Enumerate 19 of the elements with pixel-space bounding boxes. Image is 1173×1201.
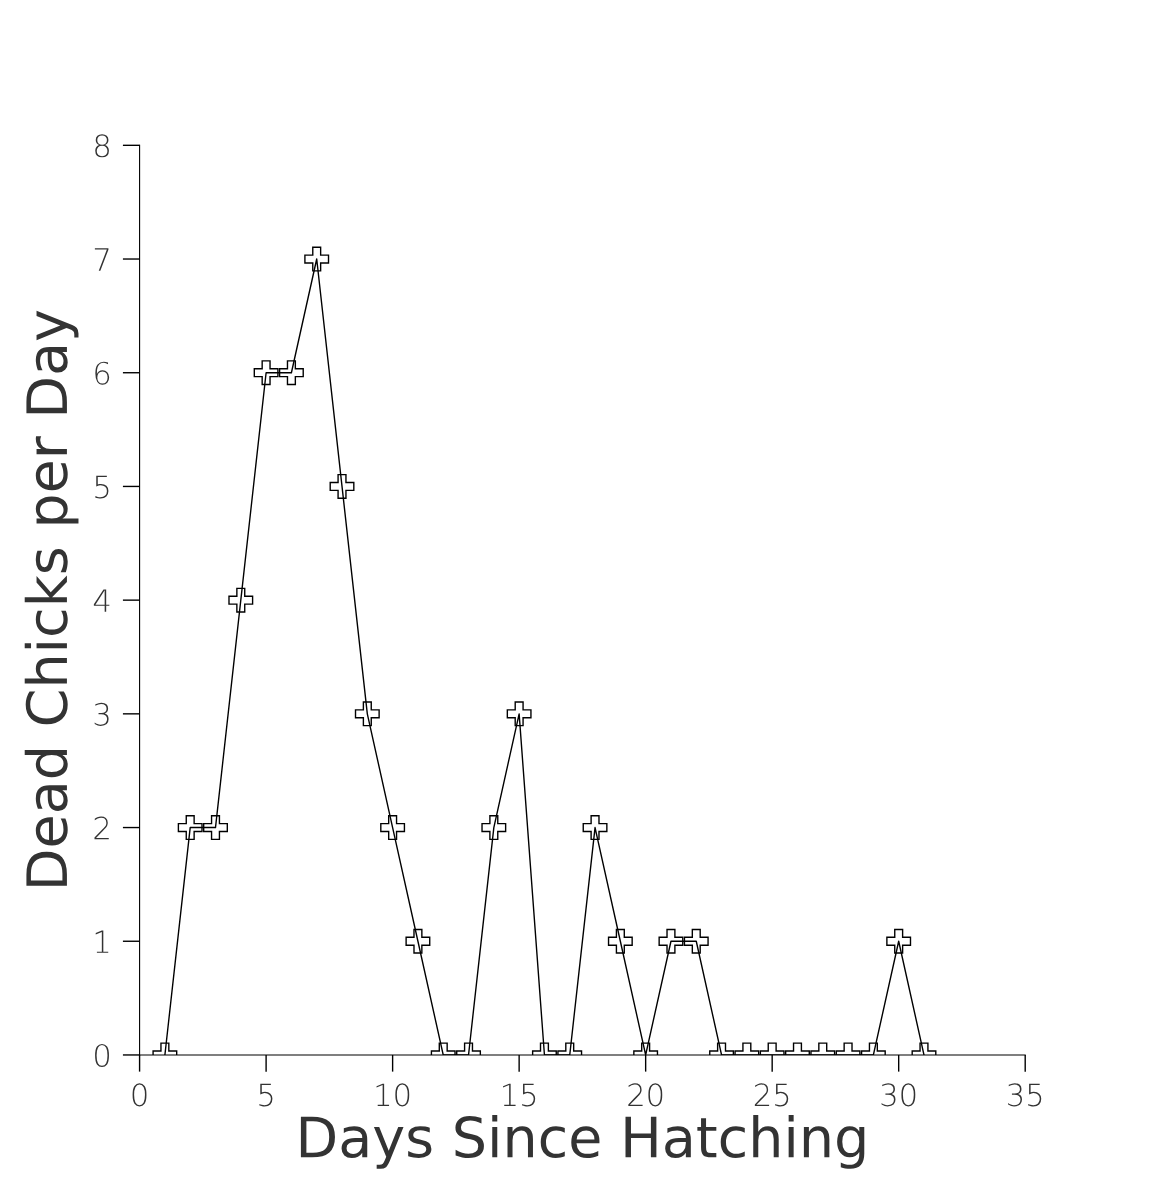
y-tick-label: 5	[95, 475, 109, 499]
x-tick-label: 15	[503, 1083, 536, 1107]
x-tick-label: 0	[132, 1083, 147, 1107]
x-tick-label: 30	[881, 1083, 916, 1107]
y-tick-label: 1	[95, 930, 109, 953]
x-tick-label: 35	[1008, 1083, 1042, 1107]
y-tick-label: 7	[94, 248, 109, 271]
x-tick-label: 5	[259, 1083, 273, 1107]
y-tick-label: 6	[95, 361, 110, 385]
y-tick-label: 3	[94, 702, 109, 726]
y-tick-label: 0	[95, 1043, 109, 1068]
x-tick-label: 10	[376, 1083, 410, 1107]
x-axis-title: Days Since Hatching	[300, 1115, 865, 1169]
y-axis-title: Dead Chicks per Day	[24, 310, 79, 886]
y-tick-label: 2	[94, 816, 109, 840]
x-tick-label: 25	[754, 1083, 789, 1107]
y-tick-label: 4	[93, 589, 110, 612]
x-tick-label: 20	[628, 1083, 663, 1107]
y-tick-label: 8	[95, 134, 109, 158]
